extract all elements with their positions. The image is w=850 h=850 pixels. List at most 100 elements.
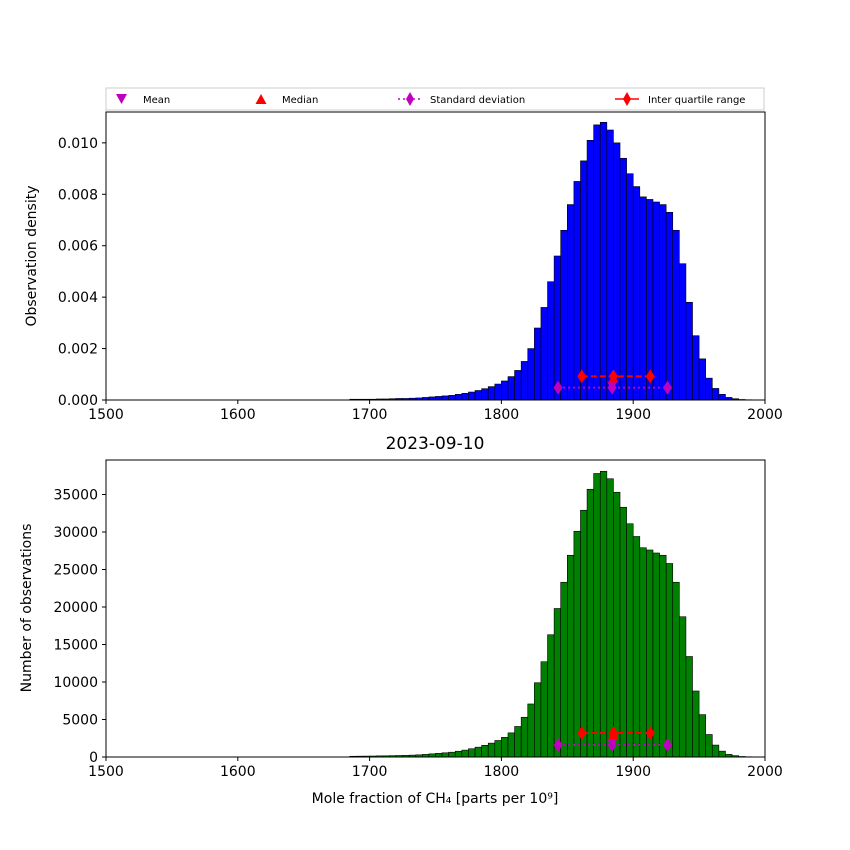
- density-chart: 1500 1600 1700 1800 1900 2000 0.000 0.002 0.004…: [24, 111, 783, 423]
- count-bar: [507, 732, 515, 758]
- count-iqr-marker: [577, 726, 587, 740]
- count-bar: [520, 716, 529, 758]
- count-x-tick-label: 1600: [220, 764, 256, 780]
- density-x-tick-label: 1500: [88, 407, 124, 423]
- count-bar: [494, 740, 502, 758]
- legend-entry-std: Standard deviation: [398, 92, 525, 106]
- count-bar: [560, 581, 568, 758]
- count-bar: [474, 746, 482, 758]
- count-bar: [692, 690, 700, 758]
- count-x-tick-label: 1700: [352, 764, 388, 780]
- count-bar: [540, 661, 548, 758]
- legend-frame: [105, 87, 765, 111]
- count-bar: [698, 714, 706, 758]
- count-bar: [441, 752, 449, 758]
- density-bar: [481, 388, 489, 401]
- count-x-tick-label: 1500: [88, 764, 124, 780]
- density-bar: [665, 211, 674, 401]
- density-bar: [632, 186, 641, 401]
- density-x-tick-label: 2000: [747, 407, 783, 423]
- count-bar: [586, 488, 594, 758]
- density-y-tick-label: 0.006: [58, 239, 98, 255]
- density-bar: [547, 281, 555, 401]
- density-bar: [540, 307, 548, 401]
- density-bar: [692, 335, 700, 401]
- density-bar: [441, 395, 449, 401]
- count-bar: [665, 563, 674, 758]
- count-bar: [527, 703, 535, 758]
- count-bar: [573, 530, 581, 758]
- density-bar: [566, 204, 575, 401]
- legend-label-std: Standard deviation: [430, 95, 525, 106]
- count-bar: [685, 656, 693, 758]
- count-bar: [606, 478, 614, 758]
- count-y-tick-label: 35000: [53, 488, 98, 504]
- density-stats: [553, 369, 672, 395]
- count-bar: [718, 750, 726, 758]
- density-bar: [652, 201, 660, 401]
- count-std-marker: [553, 738, 563, 752]
- count-bar: [626, 523, 634, 758]
- density-std-marker: [662, 380, 672, 395]
- median-marker-icon: [255, 94, 267, 104]
- density-y-tick-label: 0.008: [58, 187, 98, 203]
- density-bar: [507, 376, 515, 401]
- density-y-tick-label: 0.002: [58, 342, 98, 358]
- count-bar: [468, 748, 476, 758]
- count-bar: [461, 749, 469, 758]
- count-x-tick-label: 2000: [747, 764, 783, 780]
- density-bar: [659, 204, 667, 401]
- density-iqr-marker: [577, 369, 587, 384]
- density-bar: [474, 390, 482, 401]
- density-x-ticks: 1500 1600 1700 1800 1900 2000: [88, 400, 783, 423]
- count-x-tick-label: 1800: [484, 764, 520, 780]
- density-bar: [468, 391, 476, 401]
- density-y-tick-label: 0.004: [58, 290, 98, 306]
- density-bar: [698, 358, 706, 401]
- count-bar: [534, 682, 542, 758]
- count-y-tick-label: 5000: [62, 713, 98, 729]
- density-bar: [711, 388, 720, 401]
- density-bar: [679, 263, 687, 401]
- density-y-ticks: 0.000 0.002 0.004 0.006 0.008 0.010: [58, 136, 106, 409]
- density-x-tick-label: 1800: [484, 407, 520, 423]
- density-bar: [646, 199, 654, 401]
- count-stats: [553, 726, 672, 752]
- legend-label-iqr: Inter quartile range: [648, 95, 745, 106]
- density-bar: [461, 393, 469, 401]
- density-bar: [580, 160, 588, 401]
- density-bar: [435, 396, 443, 401]
- count-chart: 2023-09-10 1500 1600 1700 1800 1900 2000 0 500…: [19, 434, 783, 807]
- count-y-axis-label: Number of observations: [19, 524, 35, 693]
- count-bar: [514, 726, 522, 758]
- density-x-tick-label: 1900: [615, 407, 651, 423]
- density-mean-marker: [607, 381, 618, 391]
- density-bar: [718, 394, 726, 401]
- density-bar: [448, 395, 456, 401]
- count-bar: [593, 473, 601, 758]
- density-bar: [606, 129, 614, 401]
- density-bar: [527, 348, 535, 401]
- count-bar: [481, 744, 489, 758]
- legend: Mean Median Standard deviation Inter qua…: [105, 87, 765, 111]
- density-bar: [593, 124, 601, 401]
- density-y-tick-label: 0.010: [58, 136, 98, 152]
- density-bar: [586, 139, 594, 401]
- count-std-marker: [662, 738, 672, 752]
- count-x-axis-label: Mole fraction of CH₄ [parts per 10⁹]: [312, 791, 559, 807]
- count-bars: [349, 470, 753, 758]
- count-y-tick-label: 30000: [53, 525, 98, 541]
- count-bar: [659, 554, 667, 758]
- count-median-marker: [608, 730, 619, 739]
- count-bar: [454, 750, 463, 758]
- count-bar: [632, 536, 641, 758]
- density-bar: [454, 394, 463, 401]
- density-bar: [639, 196, 647, 401]
- density-bar: [514, 370, 522, 401]
- density-bar: [613, 142, 621, 401]
- density-bar: [560, 229, 568, 401]
- legend-entry-mean: Mean: [116, 94, 170, 106]
- density-x-tick-label: 1700: [352, 407, 388, 423]
- count-iqr-marker: [645, 726, 655, 740]
